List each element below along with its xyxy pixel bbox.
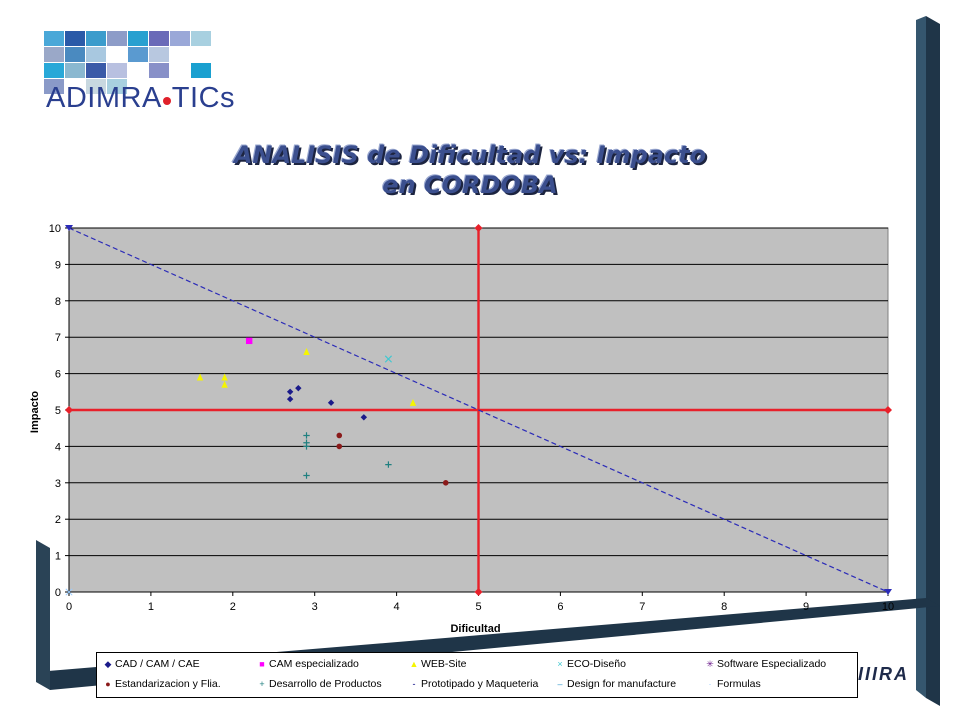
legend-marker: – xyxy=(557,679,563,689)
reference-line-endpoint xyxy=(474,224,483,232)
y-tick-label: 3 xyxy=(55,478,61,490)
data-point xyxy=(303,348,310,355)
y-tick-label: 2 xyxy=(55,514,61,526)
legend-marker: × xyxy=(557,659,563,669)
data-point xyxy=(303,432,310,439)
x-tick-label: 8 xyxy=(721,601,727,613)
legend-label: Software Especializado xyxy=(717,658,827,670)
legend-item: ◆ CAD / CAM / CAE xyxy=(103,657,200,671)
legend-marker: - xyxy=(412,679,416,689)
legend-label: ECO-Diseño xyxy=(567,658,626,670)
data-point xyxy=(303,472,310,479)
y-tick-label: 1 xyxy=(55,551,61,563)
legend-marker: + xyxy=(259,679,265,689)
legend-label: WEB-Site xyxy=(421,658,467,670)
x-tick-label: 3 xyxy=(312,601,318,613)
legend-item: + Desarrollo de Productos xyxy=(257,677,382,691)
data-point xyxy=(336,443,343,450)
data-point xyxy=(442,480,449,486)
data-point xyxy=(221,380,228,388)
chart-legend: ◆ CAD / CAM / CAE ■ CAM especializado ▲ WEB-S… xyxy=(96,652,858,698)
data-point xyxy=(196,373,204,381)
data-point xyxy=(221,373,228,381)
x-tick-label: 10 xyxy=(882,601,894,613)
legend-marker: ● xyxy=(105,679,111,689)
x-tick-label: 6 xyxy=(557,601,563,613)
legend-marker: ◆ xyxy=(104,659,112,669)
reference-line-diagonal xyxy=(68,227,889,593)
reference-line-endpoint xyxy=(65,225,73,231)
legend-item: · Formulas xyxy=(705,677,761,691)
y-axis-label: Impacto xyxy=(29,391,41,433)
y-tick-label: 0 xyxy=(55,587,61,599)
legend-marker: ✳ xyxy=(706,659,714,669)
watermark-text: IIIRA xyxy=(858,664,910,684)
x-tick-label: 1 xyxy=(148,601,154,613)
right-frame-bar xyxy=(926,16,940,706)
x-tick-label: 4 xyxy=(394,601,400,613)
legend-label: Desarrollo de Productos xyxy=(269,678,382,690)
chart-title-line2: en CORDOBA xyxy=(382,171,558,199)
reference-line-endpoint xyxy=(884,406,892,414)
data-point xyxy=(327,399,335,406)
legend-label: CAD / CAM / CAE xyxy=(115,658,200,670)
data-point xyxy=(245,337,253,345)
data-point xyxy=(384,355,393,363)
x-tick-label: 2 xyxy=(230,601,236,613)
reference-line-endpoint xyxy=(474,588,483,596)
data-point xyxy=(286,388,294,395)
data-point xyxy=(360,414,368,421)
legend-label: Design for manufacture xyxy=(567,678,677,690)
logo-wordmark: ADIMRA TICs xyxy=(46,82,235,115)
data-point xyxy=(295,384,302,392)
legend-item: ● Estandarizacion y Flia. xyxy=(103,677,221,691)
x-tick-label: 0 xyxy=(66,601,72,613)
data-point xyxy=(409,399,417,406)
y-tick-label: 7 xyxy=(55,332,61,344)
x-tick-label: 5 xyxy=(475,601,481,613)
legend-item: × ECO-Diseño xyxy=(555,657,626,671)
y-tick-label: 9 xyxy=(55,259,61,271)
legend-label: CAM especializado xyxy=(269,658,359,670)
reference-line-endpoint xyxy=(65,406,73,414)
y-tick-label: 4 xyxy=(55,441,61,453)
x-tick-label: 7 xyxy=(639,601,645,613)
legend-marker: · xyxy=(708,679,712,689)
y-tick-label: 6 xyxy=(55,369,61,381)
logo-text-a: ADIMRA xyxy=(46,82,162,114)
y-tick-label: 5 xyxy=(55,405,61,417)
legend-item: - Prototipado y Maqueteria xyxy=(409,677,539,691)
logo-mosaic-icon xyxy=(44,31,211,94)
data-point xyxy=(336,432,343,439)
logo-red-dot xyxy=(162,97,171,105)
legend-label: Prototipado y Maqueteria xyxy=(421,678,539,690)
legend-item: ✳ Software Especializado xyxy=(705,657,826,671)
legend-label: Formulas xyxy=(717,678,761,690)
legend-item: ▲ WEB-Site xyxy=(409,657,467,671)
right-frame-bar-face xyxy=(916,16,926,698)
chart-title: ANALISIS de Dificultad vs: Impacto en CO… xyxy=(190,140,750,200)
legend-item: ■ CAM especializado xyxy=(257,657,359,671)
legend-marker: ■ xyxy=(259,659,265,669)
data-point xyxy=(385,461,392,468)
left-frame-bar xyxy=(36,540,50,690)
reference-line-endpoint xyxy=(884,589,892,595)
legend-marker: ▲ xyxy=(409,659,419,669)
legend-item: – Design for manufacture xyxy=(555,677,676,691)
x-axis-label: Dificultad xyxy=(450,623,500,635)
data-point xyxy=(65,588,73,596)
y-tick-label: 8 xyxy=(55,296,61,308)
y-tick-label: 10 xyxy=(49,223,61,235)
legend-label: Estandarizacion y Flia. xyxy=(115,678,221,690)
chart-title-line1: ANALISIS de Dificultad vs: Impacto xyxy=(233,141,707,169)
data-point xyxy=(303,443,310,450)
logo-text-b: TICs xyxy=(171,82,236,114)
data-point xyxy=(286,395,294,403)
x-tick-label: 9 xyxy=(803,601,809,613)
